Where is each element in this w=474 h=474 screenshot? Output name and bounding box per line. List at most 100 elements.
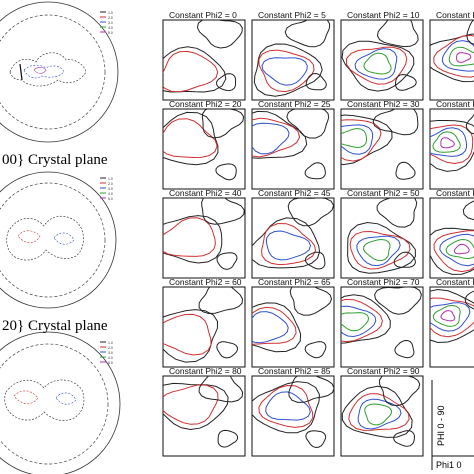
contour-line [288, 376, 334, 403]
legend-level-label: 5.0 [108, 197, 113, 201]
contour-line [216, 341, 239, 359]
legend-level-label: 3.0 [108, 351, 113, 355]
contour-line [305, 430, 327, 449]
pole-marker [19, 63, 23, 81]
contour-line [286, 109, 330, 139]
contour-line [284, 20, 331, 48]
contour-line [393, 430, 416, 447]
contour-line [341, 298, 383, 343]
contour-line [394, 73, 417, 91]
contour-line [252, 311, 289, 344]
contour-line [304, 251, 326, 270]
legend-level-label: 2.0 [108, 182, 113, 186]
phi1-axis-label: Phi1 0 [436, 460, 462, 470]
section-frame [429, 197, 474, 279]
section-label: Constant Phi2 = 45 [258, 188, 331, 198]
section-frame [162, 19, 246, 101]
contour-line [163, 111, 219, 166]
section-frame [340, 108, 424, 190]
contour-line [215, 163, 237, 181]
contour-line [201, 109, 245, 139]
odf-section: Constant Phi2 = 60 [162, 277, 246, 368]
section-label: Constant Phi2 = 65 [258, 277, 331, 287]
odf-section: Constant Phi2 = 5 [251, 10, 335, 101]
pole-legend: 1.02.03.04.05.0 [100, 11, 113, 35]
section-label: Constant Phi2 = 90 [347, 366, 420, 376]
contour-line [252, 306, 297, 345]
section-frame [162, 286, 246, 368]
contour-line [258, 49, 315, 93]
contour-line [163, 217, 216, 257]
legend-level-label: 5.0 [108, 361, 113, 365]
section-frame [162, 375, 246, 457]
legend-level-label: 5.0 [108, 31, 113, 35]
pole-legends: 1.02.03.04.05.01.02.03.04.05.01.02.03.04… [100, 11, 113, 365]
section-label: Constant Phi2 = 25 [258, 99, 331, 109]
section-label: Constant Phi2 = 10 [347, 10, 420, 20]
pole-contour [17, 230, 41, 244]
section-contours [347, 198, 418, 274]
section-label: Constant Phi2 = 50 [347, 188, 420, 198]
contour-line [430, 127, 468, 157]
contour-line [163, 313, 212, 356]
pole-figure-2 [0, 171, 117, 309]
contour-line [453, 243, 470, 255]
contour-line [163, 50, 219, 93]
odf-section: Constant Phi2 = 65 [251, 277, 335, 368]
section-label: Constant F [436, 99, 474, 109]
contour-line [363, 52, 392, 75]
odf-section-grid: Constant Phi2 = 0 Constant Phi2 = 5 Consta… [162, 10, 474, 457]
contour-line [356, 235, 401, 267]
pole-contour [6, 215, 84, 261]
legend-level-label: 4.0 [108, 356, 113, 360]
section-frame [340, 197, 424, 279]
odf-section: Constant Phi2 = 40 [162, 188, 246, 279]
odf-section: Constant Phi2 = 30 [340, 99, 424, 190]
odf-section: Constant F [429, 188, 474, 279]
contour-line [348, 393, 410, 431]
section-label: Constant Phi2 = 0 [169, 10, 237, 20]
pole-legend: 1.02.03.04.05.0 [100, 341, 113, 365]
section-label: Constant Phi2 = 60 [169, 277, 242, 287]
pole-figure-1 [0, 1, 119, 143]
section-label: Constant Phi2 = 30 [347, 99, 420, 109]
section-label: Constant F [436, 10, 474, 20]
section-label: Constant Phi2 = 85 [258, 366, 331, 376]
contour-line [341, 385, 413, 438]
legend-level-label: 1.0 [108, 177, 113, 181]
section-frame [340, 286, 424, 368]
contour-line [466, 20, 474, 45]
legend-level-label: 2.0 [108, 346, 113, 350]
section-contours [341, 109, 419, 180]
section-contours [341, 20, 419, 92]
section-frame [340, 19, 424, 101]
odf-section: Constant Phi2 = 10 [340, 10, 424, 101]
legend-level-label: 3.0 [108, 187, 113, 191]
legend-level-label: 4.0 [108, 192, 113, 196]
crystal-plane-caption-2: 20} Crystal plane [2, 318, 108, 334]
section-label: Constant Phi2 = 40 [169, 188, 242, 198]
contour-line [217, 429, 239, 448]
contour-line [441, 40, 474, 72]
phi-axis-label: PHI 0 - 90 [436, 405, 446, 446]
pole-figure-outline [0, 331, 121, 474]
contour-line [439, 233, 474, 267]
pole-contour [9, 52, 87, 87]
contour-line [265, 230, 312, 261]
contour-line [201, 198, 245, 225]
contour-line [216, 252, 238, 270]
contour-line [252, 381, 320, 434]
contour-line [341, 127, 367, 149]
contour-line [341, 305, 377, 338]
contour-line [341, 114, 393, 166]
pole-contour [23, 64, 65, 79]
contour-line [445, 238, 474, 260]
contour-line [163, 118, 218, 159]
contour-line [433, 34, 474, 78]
odf-section: Constant Phi2 = 0 [162, 10, 246, 101]
contour-line [432, 131, 461, 153]
contour-line [258, 384, 314, 428]
section-frame [251, 197, 335, 279]
pole-contour [53, 232, 75, 245]
